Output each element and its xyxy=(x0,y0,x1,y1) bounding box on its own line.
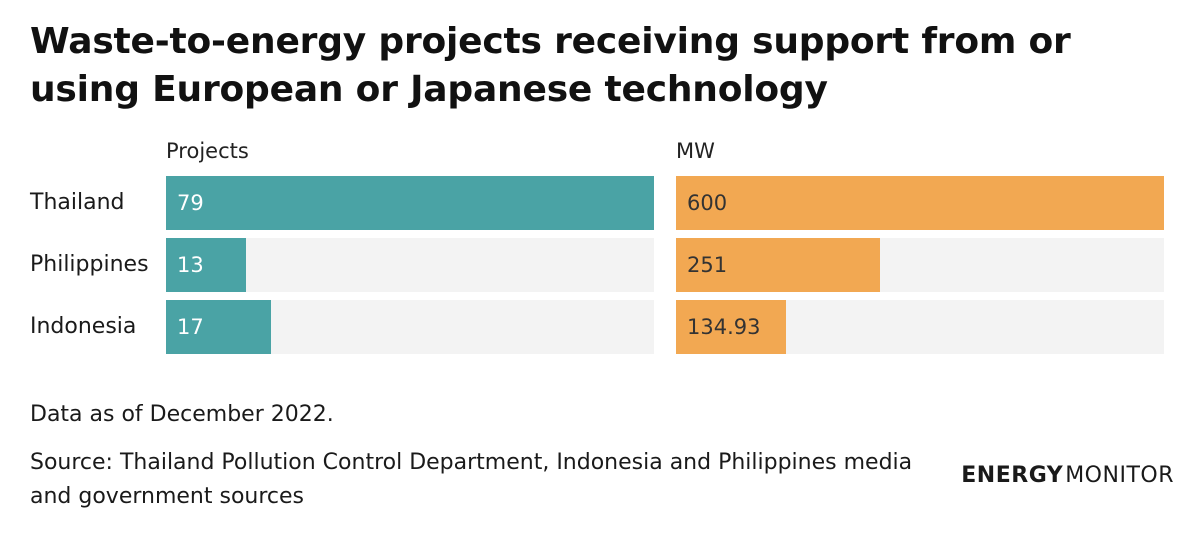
mw-value-philippines: 251 xyxy=(687,253,728,277)
mw-track-indonesia: 134.93 xyxy=(676,300,1164,354)
projects-value-philippines: 13 xyxy=(177,253,204,277)
mw-track-thailand: 600 xyxy=(676,176,1164,230)
projects-track-indonesia: 17 xyxy=(166,300,654,354)
mw-bar-indonesia xyxy=(676,300,786,354)
row-label-philippines: Philippines xyxy=(30,252,149,277)
column-label-mw: MW xyxy=(676,139,715,163)
energy-monitor-logo: ENERGYMONITOR xyxy=(961,463,1174,488)
data-note: Data as of December 2022. xyxy=(30,402,334,427)
mw-value-indonesia: 134.93 xyxy=(687,315,761,339)
source-note: Source: Thailand Pollution Control Depar… xyxy=(30,450,913,509)
projects-bar-philippines xyxy=(166,238,246,292)
mw-value-thailand: 600 xyxy=(687,191,728,215)
projects-track-philippines: 13 xyxy=(166,238,654,292)
projects-bar-indonesia xyxy=(166,300,271,354)
logo-monitor-text: MONITOR xyxy=(1065,463,1174,488)
mw-track-philippines: 251 xyxy=(676,238,1164,292)
row-label-indonesia: Indonesia xyxy=(30,314,137,339)
mw-bar-philippines xyxy=(676,238,880,292)
logo-energy-text: ENERGY xyxy=(961,463,1064,488)
column-label-projects: Projects xyxy=(166,139,249,163)
chart-title: Waste-to-energy projects receiving suppo… xyxy=(30,21,1071,110)
projects-value-thailand: 79 xyxy=(177,191,204,215)
mw-bar-thailand xyxy=(676,176,1164,230)
row-label-thailand: Thailand xyxy=(30,190,125,215)
projects-value-indonesia: 17 xyxy=(177,315,204,339)
projects-bar-thailand xyxy=(166,176,654,230)
projects-track-thailand: 79 xyxy=(166,176,654,230)
